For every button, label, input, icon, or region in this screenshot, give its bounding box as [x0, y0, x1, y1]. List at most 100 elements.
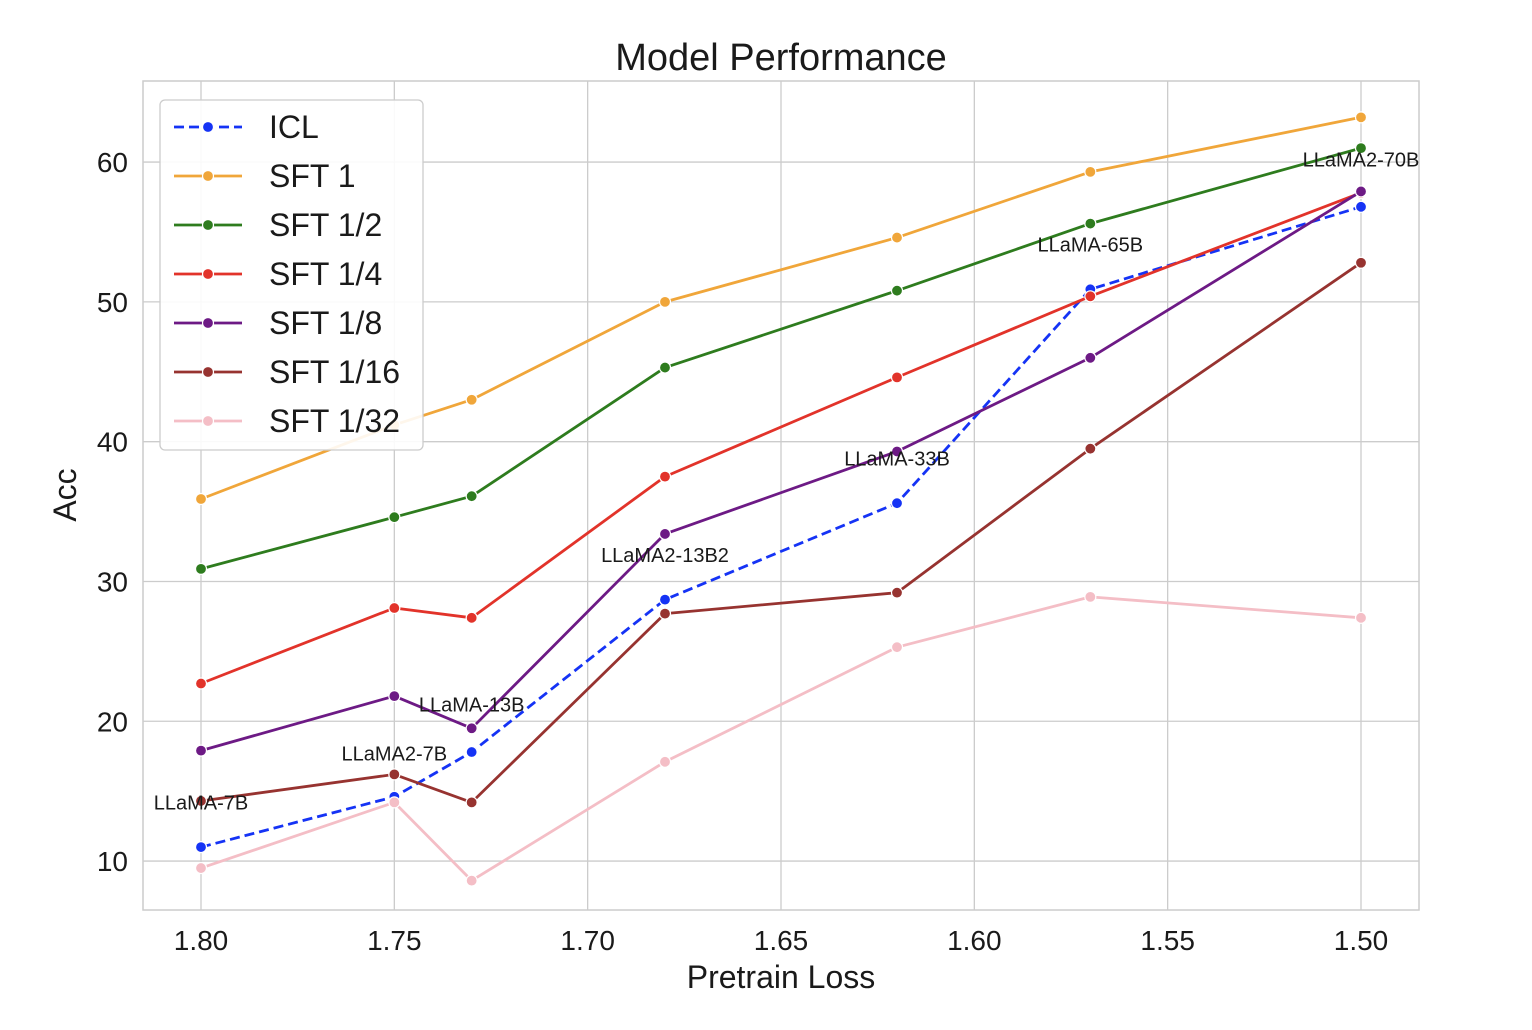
data-point — [658, 295, 672, 308]
model-annotation: LLaMA-33B — [844, 448, 950, 470]
data-point — [194, 861, 208, 875]
legend-label: SFT 1/16 — [269, 354, 400, 390]
data-point — [1084, 165, 1097, 178]
legend-swatch-marker — [201, 414, 215, 428]
legend-swatch-marker — [201, 218, 215, 232]
legend-entry: ICL — [174, 109, 319, 145]
data-point — [1354, 142, 1368, 155]
plot-area-frame — [142, 80, 1420, 911]
legend: ICL SFT 1 SFT 1/2 SFT 1/4 SFT 1/8 SFT 1/16 SFT… — [159, 99, 424, 451]
legend-label: SFT 1/8 — [269, 305, 382, 341]
data-point — [658, 755, 672, 768]
y-tick-label: 60 — [97, 147, 128, 178]
legend-swatch-marker — [201, 267, 215, 281]
model-annotation: LLaMA2-70B — [1303, 149, 1420, 171]
x-tick-label: 1.75 — [367, 925, 422, 956]
model-annotation: LLaMA-65B — [1038, 235, 1144, 257]
data-point — [465, 745, 478, 759]
data-point — [465, 611, 478, 624]
x-tick-label: 1.50 — [1334, 925, 1389, 956]
data-point — [194, 677, 208, 690]
legend-swatch-marker — [201, 120, 215, 134]
data-point — [1084, 351, 1097, 364]
legend-entry: SFT 1/8 — [174, 305, 382, 341]
data-point — [890, 231, 904, 244]
legend-swatch-marker — [201, 169, 215, 183]
y-tick-label: 40 — [97, 427, 128, 458]
data-point — [658, 361, 672, 374]
data-point — [890, 497, 904, 510]
legend-entry: SFT 1 — [174, 158, 356, 194]
data-point — [1354, 200, 1368, 213]
data-point — [890, 641, 904, 654]
y-tick-label: 10 — [97, 846, 128, 877]
data-point — [1354, 611, 1368, 624]
data-point — [194, 492, 208, 506]
data-point — [890, 586, 904, 599]
data-point — [1084, 442, 1097, 455]
data-point — [658, 593, 672, 606]
data-point — [194, 744, 208, 757]
data-point — [194, 794, 208, 808]
x-axis-ticks: 1.80 1.75 1.70 1.65 1.60 1.55 1.50 — [174, 925, 1389, 956]
data-point — [1084, 290, 1097, 303]
data-point — [465, 722, 478, 735]
data-point — [890, 371, 904, 384]
x-tick-label: 1.60 — [947, 925, 1002, 956]
data-point — [388, 768, 401, 781]
data-point — [890, 445, 904, 458]
data-point — [1354, 256, 1368, 269]
model-annotation: LLaMA2-13B2 — [601, 545, 729, 567]
legend-label: ICL — [269, 109, 319, 145]
series-sft-1-32 — [194, 590, 1368, 887]
x-tick-label: 1.80 — [174, 925, 229, 956]
legend-entry: SFT 1/16 — [174, 354, 400, 390]
data-point — [658, 470, 672, 483]
data-point — [388, 796, 401, 809]
data-point — [1354, 111, 1368, 124]
legend-entry: SFT 1/4 — [174, 256, 382, 292]
data-point — [465, 874, 478, 887]
y-tick-label: 20 — [97, 706, 128, 737]
data-point — [658, 607, 672, 620]
data-point — [465, 393, 478, 406]
data-point — [194, 840, 208, 854]
model-annotation: LLaMA2-7B — [342, 743, 448, 765]
y-tick-label: 50 — [97, 287, 128, 318]
x-axis-label: Pretrain Loss — [687, 959, 876, 995]
legend-entry: SFT 1/32 — [174, 403, 400, 439]
data-point — [388, 601, 401, 615]
data-point — [388, 690, 401, 703]
model-annotation: LLaMA-7B — [154, 792, 249, 814]
data-point — [465, 490, 478, 503]
model-annotation: LLaMA-13B — [419, 694, 525, 716]
legend-box — [159, 99, 424, 451]
legend-label: SFT 1/2 — [269, 207, 382, 243]
y-axis-label: Acc — [47, 468, 83, 521]
data-point — [194, 562, 208, 575]
data-point — [1084, 590, 1097, 603]
legend-entry: SFT 1/2 — [174, 207, 382, 243]
legend-label: SFT 1/32 — [269, 403, 400, 439]
chart-title: Model Performance — [615, 37, 947, 79]
data-point — [388, 511, 401, 524]
legend-label: SFT 1 — [269, 158, 356, 194]
x-tick-label: 1.65 — [754, 925, 809, 956]
y-tick-label: 30 — [97, 566, 128, 597]
series-sft-1-16 — [194, 256, 1368, 809]
data-point — [1084, 217, 1097, 230]
y-axis-ticks: 10 20 30 40 50 60 — [97, 147, 128, 877]
data-point — [1354, 185, 1368, 198]
x-tick-label: 1.55 — [1140, 925, 1195, 956]
data-point — [658, 527, 672, 541]
series-lines — [194, 111, 1368, 887]
data-point — [465, 796, 478, 809]
series-sft-1-2 — [194, 142, 1368, 575]
point-annotations: LLaMA-7B LLaMA2-7B LLaMA-13B LLaMA2-13B2 LLa… — [154, 149, 1420, 814]
series-sft-1-8 — [194, 185, 1368, 757]
legend-label: SFT 1/4 — [269, 256, 382, 292]
data-point — [890, 284, 904, 297]
x-tick-label: 1.70 — [560, 925, 615, 956]
legend-swatch-marker — [201, 316, 215, 330]
